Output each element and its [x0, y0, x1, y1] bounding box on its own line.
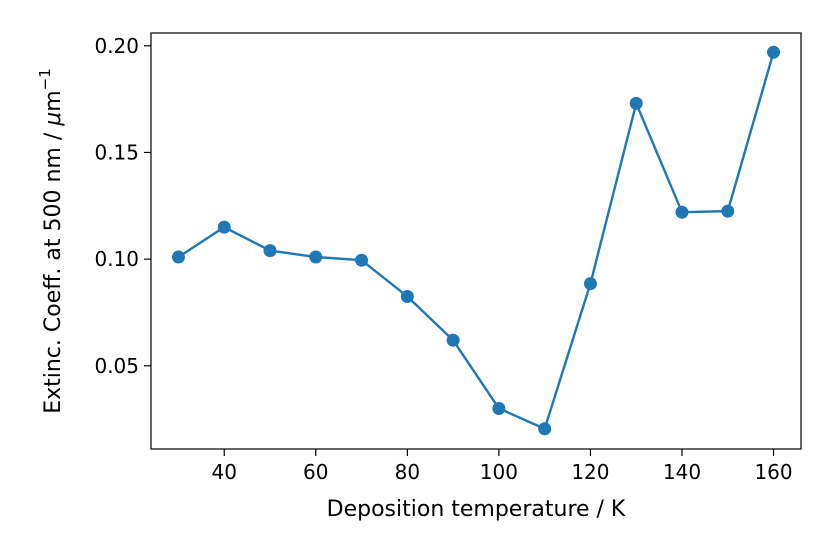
data-point — [400, 289, 414, 303]
y-tick-label: 0.05 — [94, 354, 139, 378]
data-point — [721, 204, 735, 218]
axes-frame — [150, 32, 802, 450]
x-tick-label: 160 — [754, 460, 792, 484]
data-point — [538, 422, 552, 436]
y-tick-label: 0.20 — [94, 34, 139, 58]
data-point — [675, 205, 689, 219]
data-point — [583, 277, 597, 291]
data-point — [309, 250, 323, 264]
data-point — [171, 250, 185, 264]
y-axis-label-mu: μ — [41, 112, 66, 127]
data-point — [355, 253, 369, 267]
x-tick-label: 40 — [212, 460, 237, 484]
y-axis-label-unit: m — [41, 90, 66, 111]
data-point — [767, 45, 781, 59]
x-axis-label: Deposition temperature / K — [327, 497, 626, 522]
data-point — [629, 96, 643, 110]
plot-area — [171, 45, 781, 436]
x-tick-label: 60 — [303, 460, 328, 484]
y-axis-label-exponent: −1 — [36, 68, 54, 90]
x-tick-label: 80 — [395, 460, 420, 484]
y-tick-label: 0.10 — [94, 247, 139, 271]
data-point — [492, 401, 506, 415]
series-line — [177, 51, 775, 430]
data-point — [217, 220, 231, 234]
data-point — [446, 333, 460, 347]
y-axis-ticks: 0.05 0.10 0.15 0.20 — [94, 34, 151, 378]
y-axis-label-prefix: Extinc. Coeff. at 500 nm / — [41, 126, 66, 414]
data-point — [263, 244, 277, 258]
y-axis-label: Extinc. Coeff. at 500 nm / μm−1 — [36, 68, 66, 414]
x-tick-label: 120 — [571, 460, 609, 484]
y-tick-label: 0.15 — [94, 140, 139, 164]
x-axis-ticks: 40 60 80 100 120 140 160 — [212, 449, 793, 484]
x-tick-label: 140 — [663, 460, 701, 484]
x-tick-label: 100 — [480, 460, 518, 484]
